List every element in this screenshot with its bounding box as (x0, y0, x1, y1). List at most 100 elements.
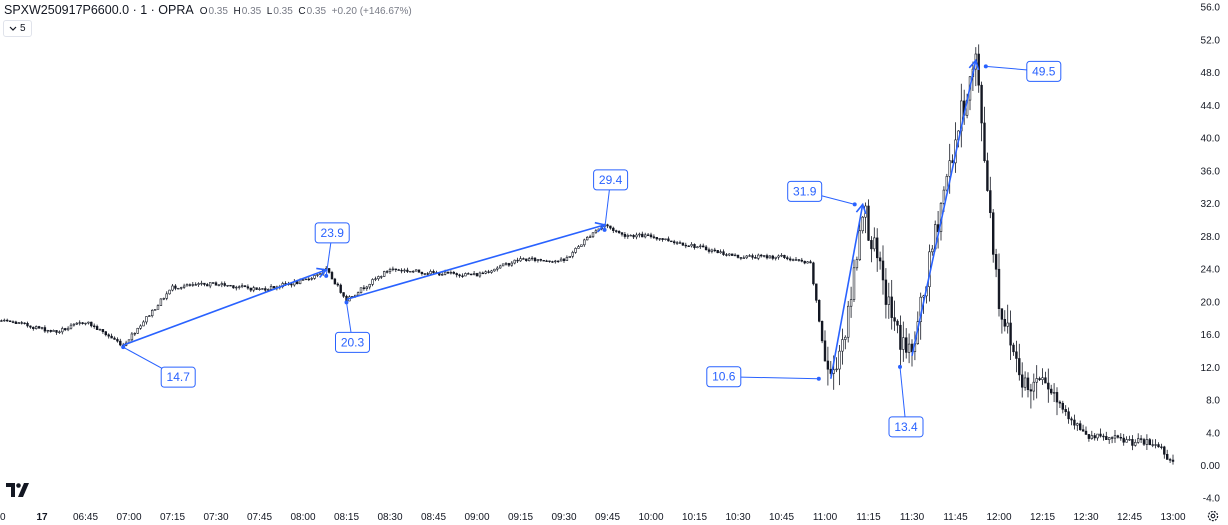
candle (652, 234, 656, 240)
candle (678, 240, 682, 244)
price-callout[interactable]: 13.4 (888, 364, 924, 438)
candle (875, 228, 879, 272)
y-tick-label: 0.00 (1201, 461, 1221, 472)
candle (588, 234, 592, 239)
candle (400, 268, 403, 274)
candle (1015, 340, 1018, 373)
candle (728, 253, 731, 257)
x-tick-label: 06:45 (73, 512, 98, 523)
candle (980, 81, 983, 142)
candle (585, 235, 589, 241)
y-tick-label: 48.0 (1201, 68, 1221, 79)
candle (34, 325, 38, 330)
candle (681, 242, 685, 246)
candle (232, 285, 235, 289)
candle (397, 268, 400, 271)
candle (368, 283, 371, 290)
x-tick-label: 08:30 (377, 512, 402, 523)
x-tick-label: 09:30 (551, 512, 576, 523)
candle (878, 251, 882, 270)
candle (1131, 435, 1134, 451)
candle (809, 259, 812, 264)
candle (177, 287, 180, 290)
candle (1168, 457, 1172, 463)
candle (452, 270, 455, 275)
price-callout[interactable]: 29.4 (593, 169, 629, 232)
candle (455, 272, 458, 278)
tradingview-logo-icon[interactable] (6, 483, 30, 497)
candle (960, 83, 963, 148)
high-value: 0.35 (241, 6, 262, 17)
candle (411, 270, 415, 274)
callout-label: 23.9 (321, 226, 345, 240)
candle (536, 259, 540, 263)
trend-arrow[interactable] (346, 221, 607, 301)
price-callout[interactable]: 10.6 (706, 366, 821, 388)
price-callout[interactable]: 23.9 (314, 222, 350, 278)
candle (238, 285, 241, 290)
candle (362, 285, 366, 291)
x-tick-label: 00 (0, 512, 6, 523)
candle (1081, 424, 1085, 432)
candle (168, 289, 171, 295)
candle (32, 326, 35, 331)
candle (701, 243, 705, 248)
candle (539, 258, 543, 262)
price-callout[interactable]: 31.9 (787, 180, 857, 207)
price-callout[interactable]: 20.3 (335, 300, 370, 353)
candle (235, 285, 238, 291)
candle (243, 285, 247, 288)
candle (1018, 343, 1021, 381)
candle (757, 253, 760, 261)
candle (209, 282, 212, 289)
candle (1093, 433, 1096, 441)
price-callout[interactable]: 14.7 (121, 345, 196, 388)
candle (481, 271, 484, 275)
candle (548, 260, 551, 263)
candle (1110, 436, 1114, 444)
candle (768, 254, 772, 259)
symbol-title[interactable]: SPXW250917P6600.0 · 1 · OPRA (4, 3, 194, 17)
trend-arrow[interactable] (830, 202, 867, 379)
candle (409, 271, 412, 273)
candle (336, 282, 339, 287)
candle (739, 257, 743, 261)
candle (159, 298, 163, 306)
chevron-down-icon (9, 26, 17, 31)
price-callout[interactable]: 49.5 (983, 60, 1062, 82)
x-tick-label: 09:15 (508, 512, 533, 523)
candle (478, 271, 482, 278)
y-tick-label: 32.0 (1201, 199, 1221, 210)
candle (365, 285, 368, 291)
candle (646, 232, 650, 236)
candle (580, 244, 583, 247)
candle (899, 315, 902, 368)
candle (722, 249, 725, 256)
x-tick-label: 08:00 (290, 512, 315, 523)
price-axis[interactable]: 56.0 52.0 48.0 44.0 40.0 36.0 32.0 28.0 24.0 20.0… (1201, 3, 1221, 505)
candle (672, 239, 676, 245)
candle (211, 282, 215, 284)
time-axis[interactable]: 00 17 06:45 07:00 07:15 07:30 07:45 08:00 08:15 0… (0, 512, 1186, 523)
trend-arrow[interactable] (122, 267, 328, 346)
trend-arrow[interactable] (911, 58, 980, 356)
indicators-toggle-button[interactable]: 5 (3, 20, 32, 37)
candle (197, 282, 200, 287)
candle (469, 273, 473, 276)
callout-label: 10.6 (712, 370, 736, 384)
candle (377, 275, 380, 281)
candle (989, 176, 992, 219)
x-tick-label: 09:00 (464, 512, 489, 523)
candle (931, 245, 934, 256)
candle (786, 255, 789, 261)
candle (1000, 308, 1004, 334)
candle (1023, 371, 1027, 391)
candle (864, 202, 867, 234)
candle (902, 321, 905, 362)
candle (162, 297, 165, 301)
candle (823, 330, 827, 362)
callout-label: 13.4 (894, 420, 918, 434)
candle (110, 333, 113, 339)
gear-icon[interactable] (1206, 509, 1220, 523)
